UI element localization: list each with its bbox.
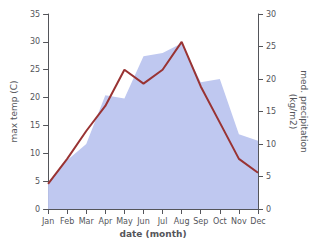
svg-text:25: 25 xyxy=(266,42,276,51)
svg-text:Jul: Jul xyxy=(157,217,168,226)
svg-text:May: May xyxy=(116,217,133,226)
svg-text:30: 30 xyxy=(30,37,40,46)
svg-text:Jun: Jun xyxy=(136,217,150,226)
svg-text:20: 20 xyxy=(266,75,276,84)
svg-text:date (month): date (month) xyxy=(120,229,187,239)
svg-text:25: 25 xyxy=(30,65,40,74)
svg-text:Dec: Dec xyxy=(250,217,265,226)
svg-text:Aug: Aug xyxy=(174,217,190,226)
svg-text:med. precipitation: med. precipitation xyxy=(299,70,309,152)
svg-text:5: 5 xyxy=(266,172,271,181)
svg-text:20: 20 xyxy=(30,93,40,102)
svg-text:(kg/m2): (kg/m2) xyxy=(288,94,298,129)
svg-text:Oct: Oct xyxy=(213,217,227,226)
svg-text:35: 35 xyxy=(30,10,40,19)
svg-text:15: 15 xyxy=(30,121,40,130)
svg-text:0: 0 xyxy=(266,205,271,214)
svg-text:0: 0 xyxy=(35,205,40,214)
svg-text:Apr: Apr xyxy=(98,217,113,226)
svg-text:30: 30 xyxy=(266,10,276,19)
svg-text:Feb: Feb xyxy=(60,217,74,226)
svg-text:10: 10 xyxy=(266,140,276,149)
svg-text:Mar: Mar xyxy=(79,217,95,226)
svg-text:Nov: Nov xyxy=(231,217,247,226)
svg-text:Sep: Sep xyxy=(193,217,208,226)
svg-text:max temp (C): max temp (C) xyxy=(9,80,19,142)
svg-text:10: 10 xyxy=(30,149,40,158)
svg-text:15: 15 xyxy=(266,107,276,116)
svg-text:Jan: Jan xyxy=(41,217,54,226)
svg-text:5: 5 xyxy=(35,177,40,186)
